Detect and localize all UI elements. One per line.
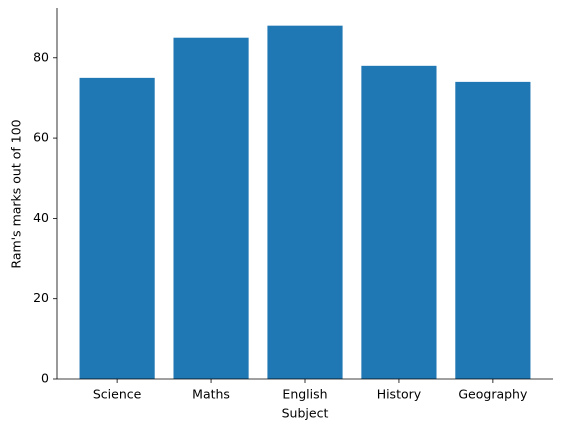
x-tick-label: English bbox=[282, 387, 327, 402]
y-tick-label: 40 bbox=[33, 210, 49, 225]
x-tick-label: Maths bbox=[192, 387, 230, 402]
x-axis-label: Subject bbox=[282, 406, 329, 421]
y-tick-label: 60 bbox=[33, 130, 49, 145]
bar bbox=[455, 81, 531, 379]
x-tick-label: Science bbox=[93, 387, 142, 402]
y-tick-label: 20 bbox=[33, 290, 49, 305]
x-tick-label: Geography bbox=[458, 387, 528, 402]
bar bbox=[79, 77, 155, 379]
y-tick-label: 0 bbox=[41, 371, 49, 386]
bar bbox=[361, 65, 437, 380]
y-tick-label: 80 bbox=[33, 49, 49, 64]
bar bbox=[267, 25, 343, 380]
x-tick-label: History bbox=[377, 387, 422, 402]
bar bbox=[173, 37, 249, 379]
y-axis-label: Ram's marks out of 100 bbox=[9, 119, 24, 268]
